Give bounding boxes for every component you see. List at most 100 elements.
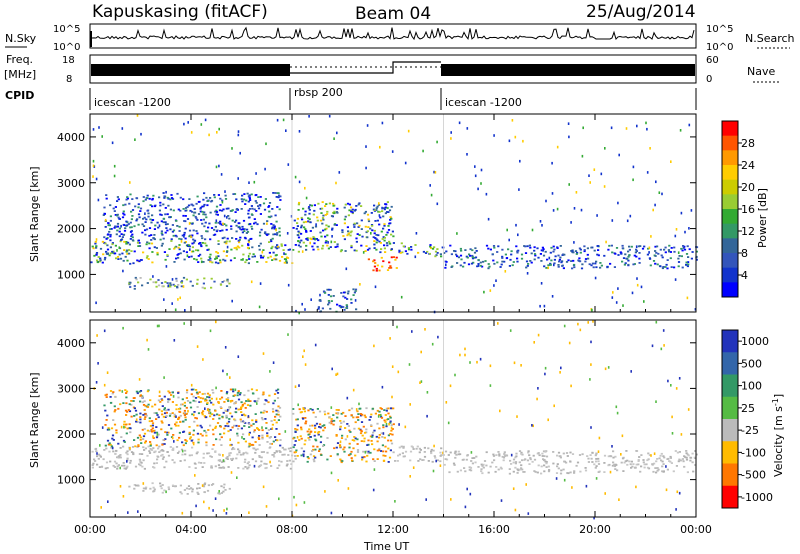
echo-cell [153,490,156,492]
echo-cell [151,219,154,221]
echo-cell [328,202,331,205]
echo-cell [175,280,178,282]
echo-cell [218,417,221,420]
noise-cell [474,174,477,178]
echo-cell [372,260,375,263]
echo-cell [108,230,111,233]
echo-cell [153,246,156,249]
echo-cell [373,265,376,268]
echo-cell [160,410,163,413]
echo-cell [131,209,135,211]
echo-cell [661,470,664,473]
echo-cell [323,410,326,413]
echo-cell [248,423,251,425]
noise-cell [304,186,306,190]
echo-cell [113,405,116,408]
noise-cell [378,202,380,205]
noise-cell [605,240,607,244]
echo-cell [286,463,289,466]
echo-cell [395,267,398,269]
echo-cell [332,204,335,207]
echo-cell [401,452,404,455]
noise-cell [433,170,435,174]
noise-cell [118,246,121,249]
echo-cell [347,292,350,295]
echo-cell [543,265,546,268]
echo-cell [341,229,344,232]
echo-cell [283,261,286,264]
echo-cell [267,401,270,404]
echo-cell [305,238,308,240]
echo-cell [126,465,129,468]
echo-cell [124,227,127,230]
noise-cell [333,137,335,140]
power-colorbar-tick-label: 24 [741,159,755,172]
echo-cell [621,247,624,250]
noise-cell [442,451,444,455]
echo-cell [592,266,595,269]
echo-cell [576,251,579,254]
echo-cell [283,453,286,456]
echo-cell [196,432,199,435]
echo-cell [211,261,214,264]
echo-cell [201,222,204,225]
echo-cell [295,418,298,421]
echo-cell [180,285,183,288]
echo-cell [148,430,152,433]
echo-cell [361,235,364,238]
echo-cell [139,259,142,261]
echo-cell [202,218,205,221]
echo-cell [163,395,166,398]
echo-cell [116,200,119,202]
echo-cell [192,433,195,436]
noise-cell [464,505,467,509]
echo-cell [112,419,115,421]
echo-cell [192,250,195,253]
echo-cell [203,415,206,417]
echo-cell [251,458,254,461]
echo-cell [164,258,167,261]
echo-cell [277,413,280,416]
echo-cell [225,457,228,460]
echo-cell [595,452,598,455]
echo-cell [133,225,136,228]
echo-cell [398,453,401,456]
echo-cell [373,209,376,212]
echo-cell [179,209,182,212]
echo-cell [321,247,324,250]
echo-cell [148,247,151,250]
echo-cell [190,454,193,457]
echo-cell [638,252,641,254]
echo-cell [175,404,178,406]
echo-cell [104,444,107,447]
echo-cell [319,426,322,429]
echo-cell [470,460,473,462]
echo-cell [183,409,186,412]
echo-cell [584,260,587,263]
echo-cell [205,431,208,434]
echo-cell [205,230,208,233]
echo-cell [346,202,350,205]
echo-cell [687,261,690,263]
echo-cell [197,249,200,252]
noise-cell [412,466,415,469]
echo-cell [492,453,495,456]
echo-cell [407,248,411,251]
velocity-colorbar-swatch [722,352,738,375]
echo-cell [177,284,180,286]
echo-cell [235,424,238,427]
echo-cell [244,261,247,264]
echo-cell [217,255,220,258]
noise-cell [171,278,174,281]
echo-cell [243,228,246,230]
echo-cell [664,251,667,254]
echo-cell [123,420,126,423]
echo-cell [118,253,121,256]
echo-cell [179,460,182,462]
echo-cell [388,242,391,245]
echo-cell [200,235,203,237]
echo-cell [646,459,649,462]
echo-cell [273,399,276,402]
echo-cell [163,408,166,411]
